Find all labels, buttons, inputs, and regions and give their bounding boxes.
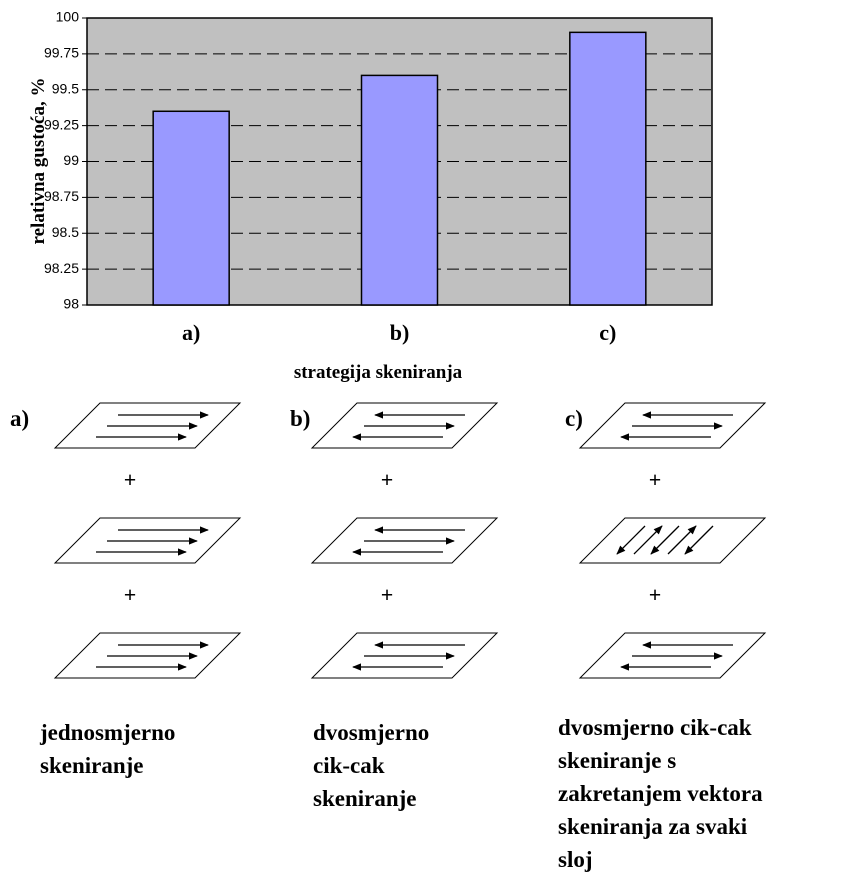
y-tick-label: 98.75	[44, 188, 79, 204]
plus-sign: +	[124, 582, 137, 607]
diagram-label: a)	[10, 406, 29, 431]
y-tick-label: 98.5	[52, 224, 79, 240]
scan-vector	[667, 525, 697, 555]
diagram-caption: skeniranja za svaki	[558, 814, 748, 839]
y-tick-label: 100	[56, 9, 80, 25]
diagram-caption: sloj	[558, 847, 593, 872]
plus-sign: +	[124, 467, 137, 492]
diagram-caption: dvosmjerno	[313, 720, 429, 745]
scan-vector	[650, 525, 680, 555]
y-tick-label: 99.25	[44, 116, 79, 132]
diagram-caption: cik-cak	[313, 753, 385, 778]
y-tick-label: 99.5	[52, 80, 79, 96]
y-tick-label: 98.25	[44, 260, 79, 276]
y-tick-label: 99	[63, 152, 79, 168]
y-tick-label: 99.75	[44, 45, 79, 61]
diagram-caption: dvosmjerno cik-cak	[558, 715, 752, 740]
diagram-caption: zakretanjem vektora	[558, 781, 763, 806]
x-tick-label: b)	[390, 320, 410, 345]
diagram-caption: skeniranje	[313, 786, 417, 811]
x-tick-label: c)	[599, 320, 616, 345]
y-axis-title: relativna gustoća, %	[28, 78, 49, 245]
y-tick-label: 98	[63, 296, 79, 312]
x-axis-title: strategija skeniranja	[294, 362, 463, 383]
diagram-label: b)	[290, 406, 310, 431]
diagram-caption: jednosmjerno	[39, 720, 175, 745]
x-tick-label: a)	[182, 320, 200, 345]
plus-sign: +	[649, 582, 662, 607]
scan-vector	[684, 525, 714, 555]
bar	[569, 31, 647, 306]
plus-sign: +	[381, 582, 394, 607]
diagram-caption: skeniranje	[40, 753, 144, 778]
bar	[360, 74, 439, 306]
scan-vector	[616, 525, 646, 555]
diagram-label: c)	[565, 406, 583, 431]
scan-layer	[578, 517, 767, 564]
bar	[152, 110, 230, 306]
plus-sign: +	[381, 467, 394, 492]
diagram-caption: skeniranje s	[558, 748, 676, 773]
scan-vector	[633, 525, 663, 555]
plus-sign: +	[649, 467, 662, 492]
